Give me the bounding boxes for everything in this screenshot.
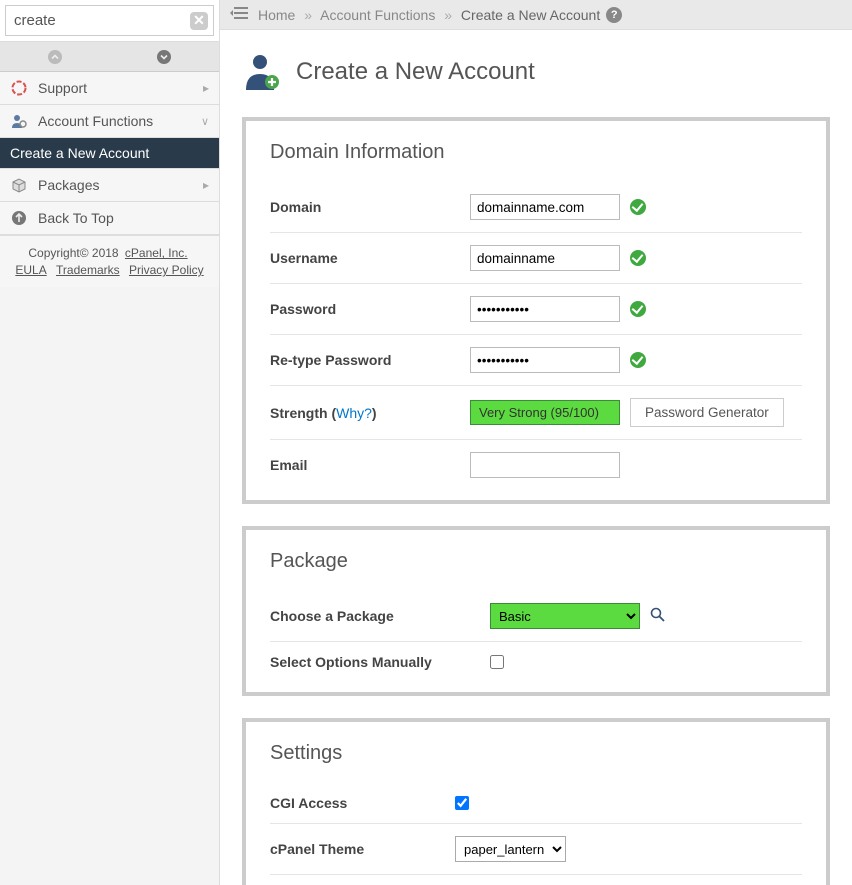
row-password: Password [270,284,802,335]
row-choose-package: Choose a Package Basic [270,591,802,642]
email-label: Email [270,457,470,473]
panel-heading: Package [270,550,802,573]
row-locale: Locale English [270,875,802,885]
nav-label: Account Functions [38,113,201,129]
cpanel-link[interactable]: cPanel, Inc. [125,246,188,260]
package-select[interactable]: Basic [490,603,640,629]
row-strength: Strength (Why?) Very Strong (95/100) Pas… [270,386,802,440]
check-ok-icon [630,301,646,317]
nav-label: Create a New Account [10,145,209,161]
account-icon [10,112,28,130]
panel-settings: Settings CGI Access cPanel Theme paper_l… [242,718,830,885]
page-header: Create a New Account [242,50,830,93]
chevron-right-icon: ▸ [203,81,209,95]
row-email: Email [270,440,802,490]
retype-password-label: Re-type Password [270,352,470,368]
retype-password-input[interactable] [470,347,620,373]
create-account-icon [242,50,282,93]
collapse-up-button[interactable] [0,42,110,71]
breadcrumb-bar: Home » Account Functions » Create a New … [220,0,852,30]
privacy-link[interactable]: Privacy Policy [129,263,204,277]
choose-package-label: Choose a Package [270,608,470,624]
chevron-right-icon: ▸ [203,178,209,192]
password-label: Password [270,301,470,317]
domain-input[interactable] [470,194,620,220]
check-ok-icon [630,352,646,368]
breadcrumb-sep: » [304,7,312,23]
sidebar-footer: Copyright© 2018 cPanel, Inc. EULA Tradem… [0,235,219,287]
panel-package: Package Choose a Package Basic Select Op… [242,526,830,696]
breadcrumb-account-functions[interactable]: Account Functions [320,7,435,23]
panel-heading: Domain Information [270,141,802,164]
email-input[interactable] [470,452,620,478]
sidebar-item-account-functions[interactable]: Account Functions ∨ [0,105,219,138]
arrow-up-icon [10,209,28,227]
manual-options-checkbox[interactable] [490,655,504,669]
row-retype-password: Re-type Password [270,335,802,386]
row-domain: Domain [270,182,802,233]
copyright-text: Copyright© 2018 [28,246,122,260]
help-icon[interactable]: ? [606,7,622,23]
sidebar: ✕ Support ▸ Account Functions ∨ Cre [0,0,220,885]
check-ok-icon [630,250,646,266]
nav-label: Support [38,80,203,96]
cgi-checkbox[interactable] [455,796,469,810]
strength-meter: Very Strong (95/100) [470,400,620,425]
sidebar-item-create-account[interactable]: Create a New Account [0,138,219,169]
panel-domain-info: Domain Information Domain Username [242,117,830,504]
row-manual-options: Select Options Manually [270,642,802,682]
strength-label: Strength (Why?) [270,405,470,421]
chevron-down-icon: ∨ [201,115,209,128]
support-icon [10,79,28,97]
breadcrumb-sep: » [444,7,452,23]
row-cgi: CGI Access [270,783,802,824]
check-ok-icon [630,199,646,215]
collapse-down-button[interactable] [110,42,220,71]
app-root: ✕ Support ▸ Account Functions ∨ Cre [0,0,852,885]
breadcrumb-current: Create a New Account [461,7,600,23]
sidebar-item-packages[interactable]: Packages ▸ [0,169,219,202]
row-theme: cPanel Theme paper_lantern [270,824,802,875]
packages-icon [10,176,28,194]
breadcrumb-home[interactable]: Home [258,7,295,23]
cgi-label: CGI Access [270,795,455,811]
why-link[interactable]: Why? [336,405,372,421]
nav-label: Back To Top [38,210,209,226]
row-username: Username [270,233,802,284]
theme-select[interactable]: paper_lantern [455,836,566,862]
search-input[interactable] [5,5,214,36]
search-icon[interactable] [650,607,666,626]
password-generator-button[interactable]: Password Generator [630,398,784,427]
menu-icon[interactable] [230,6,248,23]
collapse-row [0,42,219,72]
nav-label: Packages [38,177,203,193]
chevron-down-circle-icon [156,49,172,65]
eula-link[interactable]: EULA [15,263,46,277]
breadcrumb: Home » Account Functions » Create a New … [258,7,600,23]
main: Home » Account Functions » Create a New … [220,0,852,885]
theme-label: cPanel Theme [270,841,455,857]
sidebar-item-back-to-top[interactable]: Back To Top [0,202,219,235]
manual-options-label: Select Options Manually [270,654,490,670]
username-label: Username [270,250,470,266]
username-input[interactable] [470,245,620,271]
trademarks-link[interactable]: Trademarks [56,263,120,277]
sidebar-item-support[interactable]: Support ▸ [0,72,219,105]
search-clear-icon[interactable]: ✕ [190,12,208,30]
content: Create a New Account Domain Information … [220,30,852,885]
password-input[interactable] [470,296,620,322]
domain-label: Domain [270,199,470,215]
search-wrap: ✕ [0,0,219,42]
page-title: Create a New Account [296,58,535,86]
chevron-up-circle-icon [47,49,63,65]
panel-heading: Settings [270,742,802,765]
